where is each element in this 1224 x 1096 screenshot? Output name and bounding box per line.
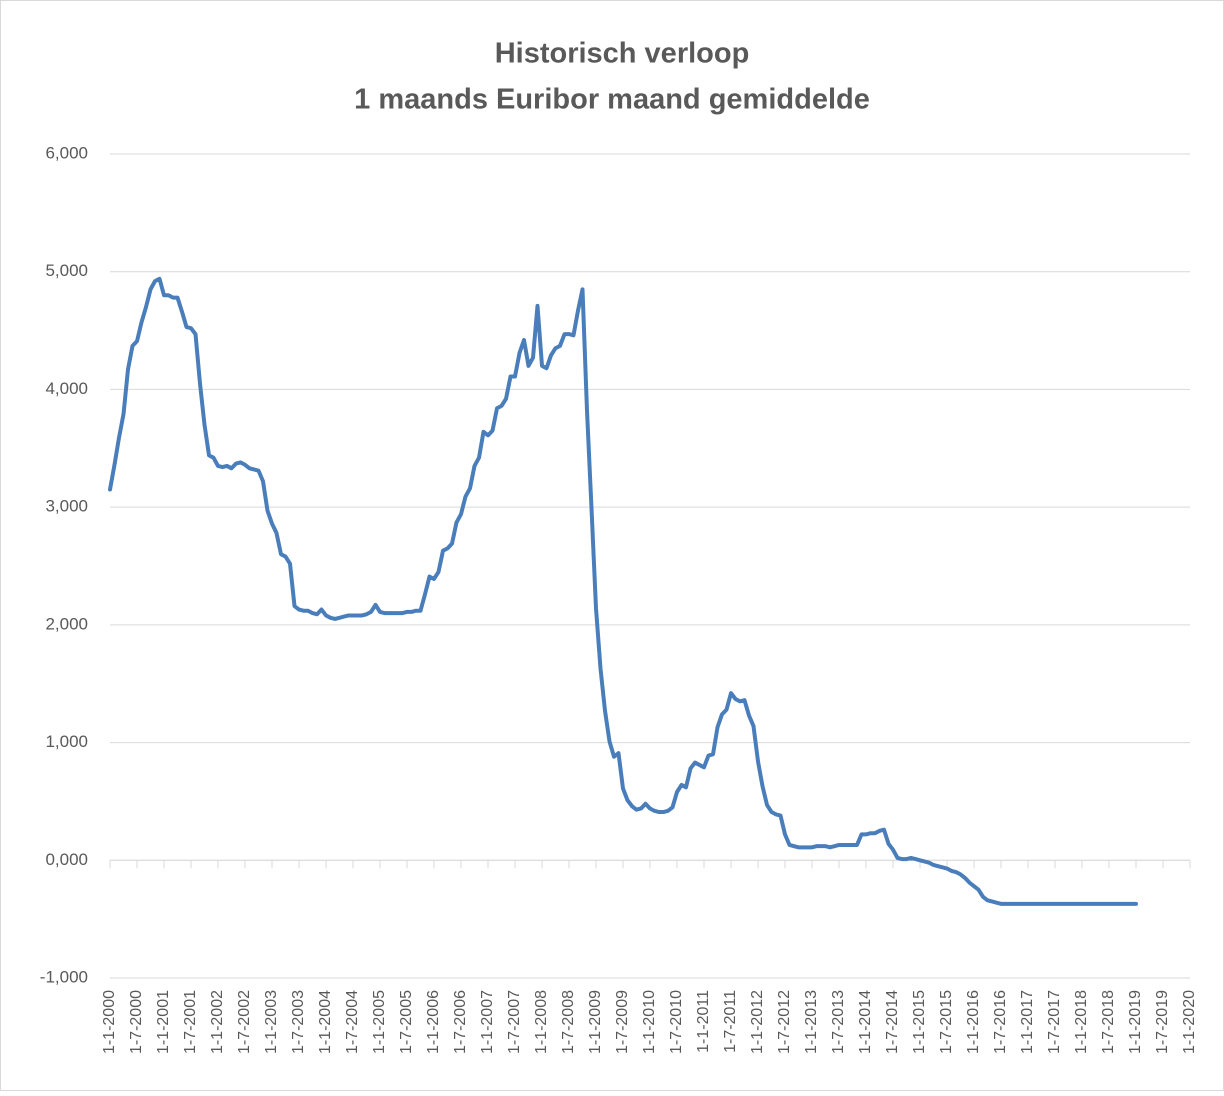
x-tick-label: 1-1-2003 (263, 990, 280, 1054)
y-tick-label: 2,000 (45, 614, 88, 633)
x-tick-label: 1-7-2007 (506, 990, 523, 1054)
chart-title: Historisch verloop (495, 38, 750, 70)
chart-title: 1 maands Euribor maand gemiddelde (354, 84, 870, 116)
x-tick-label: 1-7-2009 (614, 990, 631, 1054)
x-tick-label: 1-7-2001 (182, 990, 199, 1054)
x-tick-label: 1-1-2017 (1019, 990, 1036, 1054)
x-tick-label: 1-1-2007 (479, 990, 496, 1054)
x-tick-label: 1-7-2005 (398, 990, 415, 1054)
x-tick-label: 1-1-2002 (209, 990, 226, 1054)
y-tick-label: 5,000 (45, 261, 88, 280)
y-tick-label: 0,000 (45, 850, 88, 869)
x-tick-label: 1-7-2011 (722, 990, 739, 1053)
x-tick-label: 1-7-2016 (992, 990, 1009, 1054)
x-tick-label: 1-1-2005 (371, 990, 388, 1054)
y-tick-label: 6,000 (45, 143, 88, 162)
x-tick-label: 1-7-2015 (938, 990, 955, 1054)
x-tick-label: 1-1-2004 (317, 990, 334, 1054)
x-tick-label: 1-1-2000 (101, 990, 118, 1054)
x-tick-label: 1-1-2006 (425, 990, 442, 1054)
x-tick-label: 1-7-2018 (1100, 990, 1117, 1054)
x-tick-label: 1-1-2012 (749, 990, 766, 1054)
x-tick-label: 1-1-2001 (155, 990, 172, 1054)
x-tick-label: 1-7-2019 (1154, 990, 1171, 1054)
x-tick-label: 1-1-2015 (911, 990, 928, 1054)
x-tick-label: 1-7-2003 (290, 990, 307, 1054)
x-tick-label: 1-1-2018 (1073, 990, 1090, 1054)
x-tick-label: 1-7-2010 (668, 990, 685, 1054)
y-tick-label: -1,000 (40, 967, 88, 986)
x-tick-label: 1-1-2016 (965, 990, 982, 1054)
x-tick-label: 1-7-2002 (236, 990, 253, 1054)
x-tick-label: 1-7-2013 (830, 990, 847, 1054)
x-tick-label: 1-1-2020 (1181, 990, 1198, 1054)
x-tick-label: 1-1-2011 (695, 990, 712, 1053)
y-tick-label: 1,000 (45, 732, 88, 751)
x-tick-label: 1-1-2019 (1127, 990, 1144, 1054)
x-tick-label: 1-7-2004 (344, 990, 361, 1054)
x-tick-label: 1-1-2010 (641, 990, 658, 1054)
y-tick-label: 4,000 (45, 379, 88, 398)
x-tick-label: 1-1-2014 (857, 990, 874, 1054)
x-tick-label: 1-7-2017 (1046, 990, 1063, 1054)
x-tick-label: 1-7-2014 (884, 990, 901, 1054)
x-tick-label: 1-1-2009 (587, 990, 604, 1054)
x-tick-label: 1-7-2006 (452, 990, 469, 1054)
x-tick-label: 1-1-2008 (533, 990, 550, 1054)
x-tick-label: 1-7-2000 (128, 990, 145, 1054)
x-tick-label: 1-1-2013 (803, 990, 820, 1054)
y-tick-label: 3,000 (45, 497, 88, 516)
x-tick-label: 1-7-2012 (776, 990, 793, 1054)
x-tick-label: 1-7-2008 (560, 990, 577, 1054)
line-series (108, 276, 1138, 906)
